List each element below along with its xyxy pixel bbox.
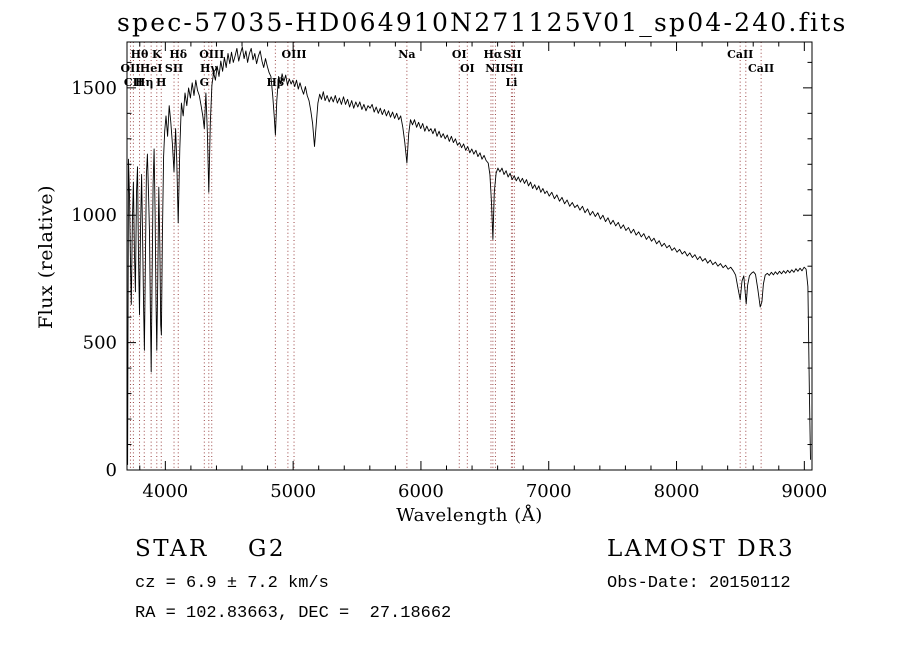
svg-text:5000: 5000 xyxy=(270,481,316,502)
svg-text:CaII: CaII xyxy=(748,62,774,75)
svg-text:SII: SII xyxy=(505,62,523,75)
plot-frame xyxy=(126,41,813,471)
svg-text:OI: OI xyxy=(452,48,467,61)
cz-velocity-label: cz = 6.9 ± 7.2 km/s xyxy=(135,574,329,593)
svg-text:NII: NII xyxy=(485,62,505,75)
svg-text:1000: 1000 xyxy=(71,205,117,226)
svg-text:9000: 9000 xyxy=(781,481,827,502)
spectral-line-markers xyxy=(129,42,762,470)
svg-text:Li: Li xyxy=(505,76,517,89)
svg-text:Hγ: Hγ xyxy=(200,62,218,75)
svg-text:OIII: OIII xyxy=(199,48,224,61)
svg-text:Hθ: Hθ xyxy=(131,48,149,61)
svg-text:500: 500 xyxy=(83,333,117,354)
y-axis-label: Flux (relative) xyxy=(35,185,57,329)
svg-text:Hδ: Hδ xyxy=(169,48,187,61)
svg-text:SII: SII xyxy=(503,48,521,61)
svg-text:Hα: Hα xyxy=(483,48,502,61)
svg-text:6000: 6000 xyxy=(398,481,444,502)
svg-text:H: H xyxy=(156,76,166,89)
svg-text:K: K xyxy=(152,48,162,61)
svg-text:Na: Na xyxy=(398,48,415,61)
svg-text:OII: OII xyxy=(121,62,141,75)
svg-text:OI: OI xyxy=(460,62,475,75)
ra-dec-label: RA = 102.83663, DEC = 27.18662 xyxy=(135,604,452,623)
svg-text:CII: CII xyxy=(124,76,143,89)
obs-date-label: Obs-Date: 20150112 xyxy=(607,574,791,593)
svg-text:CaII: CaII xyxy=(727,48,753,61)
svg-text:7000: 7000 xyxy=(526,481,572,502)
axis-ticks xyxy=(127,42,812,471)
survey-label: LAMOST DR3 xyxy=(607,536,796,562)
svg-text:SII: SII xyxy=(165,62,183,75)
svg-text:0: 0 xyxy=(106,460,117,481)
svg-text:4000: 4000 xyxy=(142,481,188,502)
x-axis-label: Wavelength (Å) xyxy=(396,505,543,526)
svg-text:1500: 1500 xyxy=(71,78,117,99)
plot-title: spec-57035-HD064910N271125V01_sp04-240.f… xyxy=(117,8,848,37)
svg-text:OIII: OIII xyxy=(282,48,307,61)
svg-text:G: G xyxy=(200,76,209,89)
x-tick-labels: 4000 5000 6000 7000 8000 9000 xyxy=(142,481,827,502)
svg-text:Hη: Hη xyxy=(135,76,153,89)
svg-text:8000: 8000 xyxy=(654,481,700,502)
object-class-label: STAR G2 xyxy=(135,536,287,562)
svg-text:HeI: HeI xyxy=(140,62,163,75)
y-tick-labels: 0 500 1000 1500 xyxy=(71,78,117,481)
spectrum-curve xyxy=(127,46,811,465)
